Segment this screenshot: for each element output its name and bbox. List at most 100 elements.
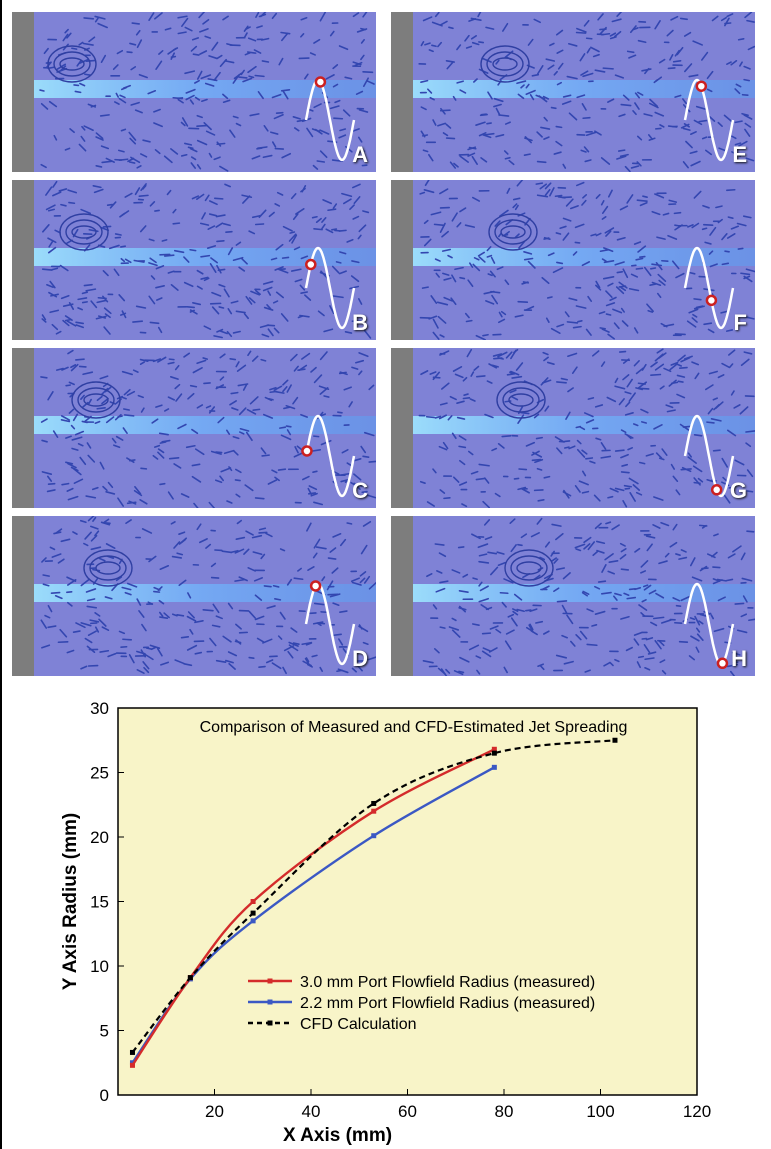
flow-vector bbox=[717, 596, 726, 602]
flow-vector bbox=[587, 397, 595, 400]
flow-vector bbox=[666, 409, 676, 413]
flow-vector bbox=[64, 147, 71, 151]
flow-vector bbox=[562, 163, 567, 169]
flow-vector bbox=[202, 18, 210, 25]
flow-vector bbox=[478, 132, 487, 137]
flow-vector bbox=[441, 248, 452, 252]
flow-vector bbox=[743, 65, 751, 70]
flow-vector bbox=[189, 99, 195, 105]
flow-vector bbox=[442, 132, 449, 137]
flow-vector bbox=[140, 467, 148, 470]
flow-vector bbox=[332, 602, 340, 606]
flow-vector bbox=[689, 617, 696, 621]
flow-vector bbox=[319, 351, 328, 361]
flow-vector bbox=[59, 628, 68, 638]
flow-vector bbox=[217, 268, 226, 272]
flow-vector bbox=[310, 366, 317, 373]
flow-vector bbox=[473, 365, 480, 371]
flow-vector bbox=[481, 632, 492, 635]
flow-vector bbox=[356, 28, 368, 33]
flow-vector bbox=[478, 597, 489, 603]
flow-vector bbox=[258, 527, 267, 531]
flow-vector bbox=[177, 15, 188, 19]
flow-vector bbox=[525, 626, 532, 631]
flow-vector bbox=[556, 323, 565, 328]
flow-vector bbox=[443, 296, 453, 302]
flow-vector bbox=[60, 419, 71, 423]
flow-vector bbox=[105, 157, 115, 163]
flow-vector bbox=[693, 190, 702, 199]
flow-vector bbox=[94, 420, 101, 425]
flow-vector bbox=[478, 560, 490, 564]
flow-vector bbox=[561, 604, 568, 614]
flow-vector bbox=[205, 405, 212, 409]
flow-vector bbox=[553, 587, 560, 593]
flow-vector bbox=[68, 301, 75, 310]
flow-vector bbox=[274, 598, 282, 601]
flow-vector bbox=[238, 407, 247, 416]
flow-vector bbox=[536, 517, 543, 525]
flow-vector bbox=[597, 13, 604, 21]
flow-vector bbox=[229, 129, 236, 138]
flow-vector bbox=[245, 295, 253, 305]
flow-vector bbox=[632, 484, 641, 491]
flow-vector bbox=[663, 367, 672, 373]
flow-vector bbox=[52, 430, 59, 438]
flow-vector bbox=[565, 198, 574, 207]
flow-vector bbox=[676, 393, 686, 399]
flow-vector bbox=[174, 659, 185, 665]
flow-vector bbox=[40, 102, 49, 110]
flow-vector bbox=[457, 546, 465, 549]
flow-vector bbox=[183, 352, 191, 358]
flow-vector bbox=[214, 479, 223, 484]
flow-vector bbox=[217, 416, 225, 424]
flow-vector bbox=[555, 654, 568, 659]
flow-vector bbox=[87, 630, 97, 637]
flow-vector bbox=[586, 608, 594, 613]
flow-vector bbox=[622, 268, 629, 279]
flow-vector bbox=[726, 188, 736, 192]
flow-vector bbox=[654, 353, 664, 362]
flow-vector bbox=[267, 290, 272, 296]
flow-vector bbox=[277, 635, 283, 640]
flow-vector bbox=[163, 612, 170, 619]
flow-vector bbox=[295, 208, 305, 215]
flow-vector bbox=[245, 530, 254, 536]
flow-vector bbox=[482, 647, 491, 652]
flow-vector bbox=[360, 39, 365, 44]
nozzle-wall bbox=[12, 180, 34, 340]
flow-vector bbox=[428, 49, 434, 53]
flow-vector bbox=[608, 560, 619, 564]
flow-vector bbox=[656, 236, 666, 240]
flow-vector bbox=[448, 626, 460, 631]
flow-vector bbox=[261, 60, 270, 63]
flow-vector bbox=[224, 60, 235, 64]
flow-vector bbox=[644, 657, 655, 661]
flow-vector bbox=[616, 155, 627, 160]
flow-vector bbox=[520, 487, 530, 494]
flow-vector bbox=[601, 328, 610, 333]
flow-vector bbox=[695, 646, 700, 653]
flow-vector bbox=[49, 546, 56, 551]
flow-vector bbox=[170, 521, 176, 525]
flow-vector bbox=[633, 631, 643, 636]
flow-vector bbox=[462, 376, 468, 382]
flow-vector bbox=[290, 193, 297, 200]
flow-vector bbox=[247, 37, 257, 42]
flow-vector bbox=[308, 485, 318, 491]
flow-vector bbox=[525, 89, 536, 96]
flow-vector bbox=[116, 49, 124, 55]
flow-vector bbox=[256, 147, 263, 150]
flow-vector bbox=[66, 576, 77, 582]
flow-vector bbox=[239, 427, 250, 432]
flow-vector bbox=[693, 433, 703, 437]
flow-vector bbox=[493, 103, 502, 108]
flow-vector bbox=[510, 370, 520, 376]
flow-vector bbox=[713, 403, 720, 411]
flow-vector bbox=[78, 365, 87, 368]
flow-vector bbox=[139, 358, 149, 362]
flow-vector bbox=[323, 328, 334, 333]
flow-vector bbox=[49, 309, 60, 314]
flow-vector bbox=[680, 595, 692, 602]
flow-vector bbox=[723, 114, 733, 123]
